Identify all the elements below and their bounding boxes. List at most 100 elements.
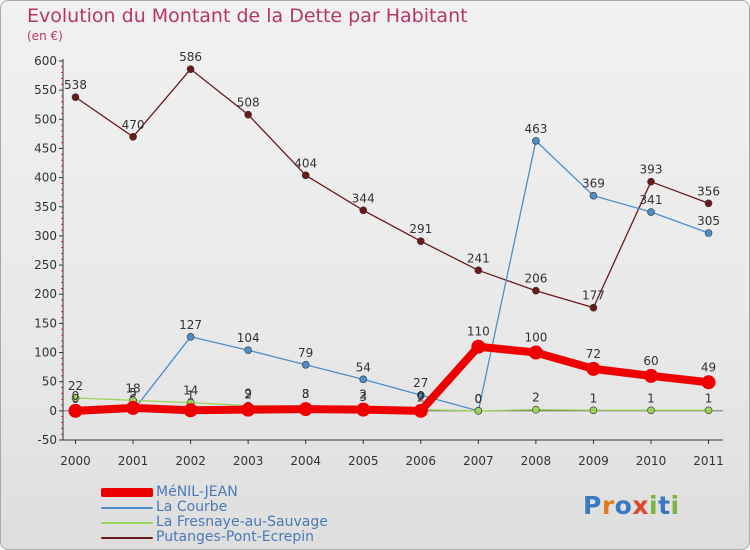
data-label: 2 [417,391,425,405]
y-tick-label: -50 [37,433,57,447]
logo-letter: o [614,491,633,520]
data-point [129,133,137,141]
logo-letter: x [632,491,649,520]
y-tick-label: 350 [34,200,57,214]
y-tick-label: 50 [42,375,57,389]
data-label: 356 [697,184,720,198]
data-label: 1 [187,388,195,402]
data-point [474,407,483,415]
data-point [413,403,428,418]
x-tick-label: 2007 [463,454,494,468]
y-tick-label: 250 [34,258,57,272]
legend-swatch [101,507,153,509]
x-tick-label: 2002 [175,454,206,468]
data-label: 2 [359,388,367,402]
data-label: 369 [582,177,605,191]
data-point [644,368,658,383]
data-label: 463 [524,122,547,136]
logo-letter: t [658,491,671,520]
data-label: 1 [705,391,713,405]
data-label: 22 [68,379,83,393]
data-label: 0 [475,392,483,406]
data-label: 404 [294,156,317,170]
data-label: 0 [72,389,80,403]
data-label: 8 [302,387,310,401]
data-point [301,171,310,180]
data-label: 341 [640,193,663,207]
data-point [589,303,598,312]
data-label: 27 [413,376,428,390]
y-tick-label: 100 [34,346,57,360]
data-label: 1 [647,391,655,405]
data-label: 18 [125,381,140,395]
x-tick-label: 2005 [348,454,379,468]
data-point [532,137,540,145]
proxiti-logo: Proxiti [583,491,680,520]
data-point [186,65,195,73]
data-label: 72 [586,347,601,361]
data-label: 344 [352,191,375,205]
legend-label: La Fresnaye-au-Sauvage [156,514,328,530]
data-label: 9 [244,387,252,401]
y-tick-label: 600 [34,54,57,68]
data-point [71,394,80,402]
legend-swatch [101,522,153,524]
data-point [704,199,713,208]
series-line [71,342,713,415]
x-tick-label: 2000 [60,454,91,468]
y-tick-label: 150 [34,316,57,330]
x-tick-label: 2009 [578,454,609,468]
data-point [186,332,195,341]
data-point [471,339,486,354]
data-point [183,403,198,418]
y-tick-label: 550 [34,83,57,97]
data-point [704,406,713,415]
y-tick-label: 500 [34,112,57,126]
data-point [126,400,141,415]
y-tick-label: 0 [49,404,57,418]
data-label: 127 [179,318,202,332]
y-tick-label: 450 [34,141,57,155]
data-point [701,375,716,390]
data-label: 49 [701,360,716,374]
legend-label: MéNIL-JEAN [156,484,238,500]
data-point [528,345,543,360]
data-label: 3 [302,387,310,401]
series-line [74,140,710,412]
y-tick-label: 400 [34,171,57,185]
legend-label: Putanges-Pont-Ecrepin [156,529,315,545]
legend-swatch [101,488,153,497]
x-tick-label: 2004 [290,454,321,468]
data-point [647,177,655,186]
data-point [71,93,80,101]
logo-letter: P [583,491,602,520]
data-point [589,406,598,415]
y-tick-label: 300 [34,229,57,243]
x-tick-label: 2008 [521,454,552,468]
data-label: 5 [129,386,137,400]
data-point [68,403,83,418]
data-label: 100 [524,331,547,345]
x-tick-label: 2003 [233,454,264,468]
x-tick-label: 2010 [636,454,667,468]
data-point [589,191,598,200]
chart-title: Evolution du Montant de la Dette par Hab… [27,5,468,27]
data-point [301,360,310,369]
data-label: 14 [183,384,198,398]
data-label: 305 [697,214,720,228]
legend-label: La Courbe [156,499,228,515]
logo-letter: r [601,491,615,520]
data-label: 291 [409,222,432,236]
data-point [647,406,655,415]
data-point [244,346,252,355]
data-label: 508 [237,96,260,110]
data-point [359,206,368,215]
data-point [474,266,483,275]
data-point [241,402,256,417]
data-point [244,110,252,119]
y-tick-label: 200 [34,287,57,301]
data-label: 3 [359,390,367,404]
data-point [359,375,368,384]
data-point [298,402,313,417]
